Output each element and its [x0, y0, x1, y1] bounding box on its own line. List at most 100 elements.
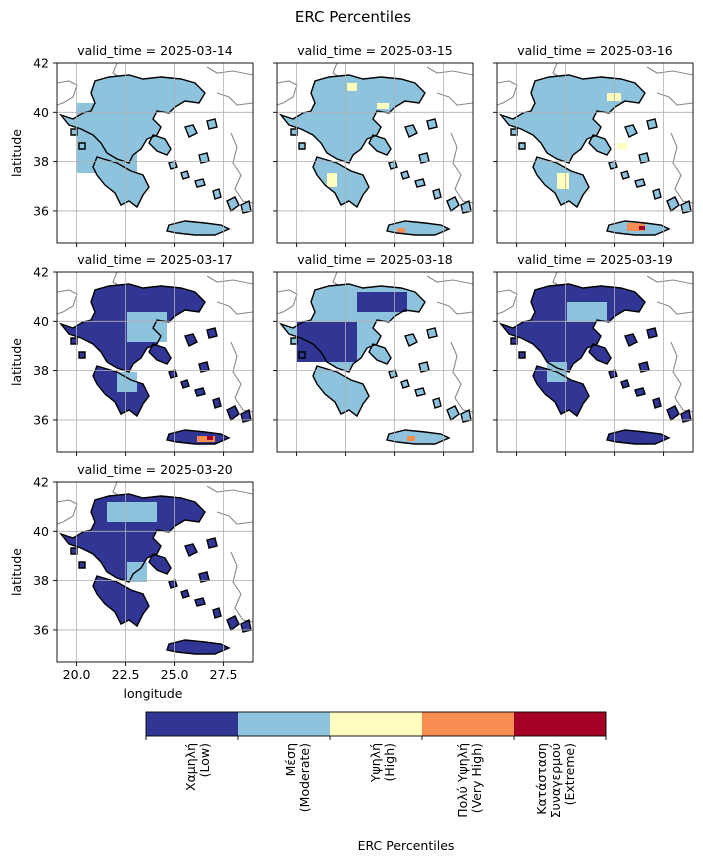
axes-frame	[56, 271, 254, 453]
colorbar-segment	[422, 712, 515, 736]
colorbar-segment	[238, 712, 331, 736]
colorbar-label-line: Χαμηλή	[183, 743, 198, 791]
neighbor-border	[426, 66, 473, 76]
map-panel: valid_time = 2025-03-15	[273, 43, 474, 247]
risk-cell	[639, 226, 645, 230]
neighbor-border	[206, 485, 253, 495]
y-tick-label: 42	[33, 56, 49, 71]
colorbar-label-line: Κατάσταση	[534, 743, 549, 815]
y-tick-label: 40	[33, 524, 49, 539]
colorbar-label-line: (High)	[382, 743, 397, 781]
x-axis-label: longitude	[124, 686, 183, 701]
y-axis-label: latitude	[9, 338, 24, 386]
y-tick-label: 36	[33, 203, 49, 218]
risk-cell	[347, 83, 357, 91]
colorbar-frame	[145, 711, 607, 737]
axes-content	[497, 272, 693, 452]
axes-content	[497, 63, 693, 243]
y-tick-label: 38	[33, 363, 49, 378]
axes-content	[277, 272, 473, 452]
y-axis-label: latitude	[9, 548, 24, 596]
colorbar-segment	[330, 712, 423, 736]
axes-frame	[56, 62, 254, 244]
y-tick-label: 42	[33, 265, 49, 280]
colorbar-label-text: (High)	[382, 743, 397, 781]
neighbor-border	[670, 341, 693, 413]
colorbar-label-text: (Low)	[197, 743, 212, 777]
panel-title: valid_time = 2025-03-16	[517, 43, 673, 58]
x-tick-label: 22.5	[112, 667, 140, 682]
panel-title: valid_time = 2025-03-15	[297, 43, 453, 58]
risk-cell	[567, 302, 607, 322]
colorbar-label-text: (Extreme)	[562, 743, 577, 805]
panels: valid_time = 2025-03-1436384042latitudev…	[9, 43, 694, 701]
axes-content	[57, 63, 253, 243]
panel-title: valid_time = 2025-03-14	[77, 43, 233, 58]
axes-frame	[496, 271, 694, 453]
neighbor-border	[277, 289, 298, 315]
neighbor-border	[450, 132, 473, 204]
neighbor-border	[206, 66, 253, 76]
colorbar-label-line: Υψηλή	[368, 743, 383, 783]
axes-content	[57, 272, 253, 452]
neighbor-border	[646, 275, 693, 285]
neighbor-border	[497, 289, 518, 315]
neighbor-border	[277, 80, 298, 106]
panel-title: valid_time = 2025-03-17	[77, 252, 233, 267]
x-tick-label: 27.5	[210, 667, 238, 682]
risk-cell	[557, 173, 569, 189]
risk-cell	[207, 436, 213, 440]
risk-cell	[297, 322, 357, 362]
colorbar-label-text: Χαμηλή	[183, 743, 198, 791]
y-tick-label: 40	[33, 314, 49, 329]
map-panel: valid_time = 2025-03-19	[493, 252, 694, 456]
neighbor-border	[450, 341, 473, 413]
axes-frame	[496, 62, 694, 244]
colorbar-label-line: Συναγερμού	[548, 743, 563, 818]
axes-frame	[276, 271, 474, 453]
neighbor-border	[670, 132, 693, 204]
risk-cell	[607, 93, 621, 101]
colorbar-title: ERC Percentiles	[358, 838, 455, 853]
risk-cell	[327, 173, 337, 187]
neighbor-border	[656, 301, 693, 315]
colorbar-label-text: Υψηλή	[368, 743, 383, 783]
neighbor-border	[646, 66, 693, 76]
colorbar-segment	[146, 712, 239, 736]
colorbar-label-text: (Very High)	[469, 743, 484, 813]
y-tick-label: 38	[33, 573, 49, 588]
map-panel: valid_time = 2025-03-16	[493, 43, 694, 247]
map-panel: valid_time = 2025-03-18	[273, 252, 474, 456]
colorbar-label-line: (Very High)	[469, 743, 484, 813]
colorbar-label-text: Πολύ Υψηλή	[455, 743, 470, 818]
colorbar-label-line: Πολύ Υψηλή	[455, 743, 470, 818]
risk-cell	[197, 436, 215, 442]
colorbar-label-text: Συναγερμού	[548, 743, 563, 818]
risk-cell	[407, 436, 415, 441]
y-tick-label: 42	[33, 475, 49, 490]
risk-cell	[397, 228, 405, 233]
neighbor-border	[230, 341, 253, 413]
neighbor-border	[436, 92, 473, 106]
neighbor-border	[57, 80, 78, 106]
colorbar-label-text: Μέση	[283, 743, 298, 776]
colorbar-segment	[514, 712, 607, 736]
y-tick-label: 40	[33, 105, 49, 120]
axes-content	[57, 482, 253, 662]
neighbor-border	[230, 551, 253, 623]
axes-content	[277, 63, 473, 243]
colorbar-label-line: (Extreme)	[562, 743, 577, 805]
neighbor-border	[497, 80, 518, 106]
risk-cell	[627, 223, 645, 231]
y-tick-label: 36	[33, 412, 49, 427]
colorbar-label-text: (Moderate)	[297, 743, 312, 812]
neighbor-border	[216, 301, 253, 315]
map-panel: valid_time = 2025-03-17 36 38 40 42 latitude	[9, 252, 254, 456]
neighbor-border	[656, 92, 693, 106]
risk-cell	[357, 292, 407, 312]
risk-cell	[377, 103, 389, 109]
neighbor-border	[436, 301, 473, 315]
y-axis-label: latitude	[9, 129, 24, 177]
neighbor-border	[426, 275, 473, 285]
